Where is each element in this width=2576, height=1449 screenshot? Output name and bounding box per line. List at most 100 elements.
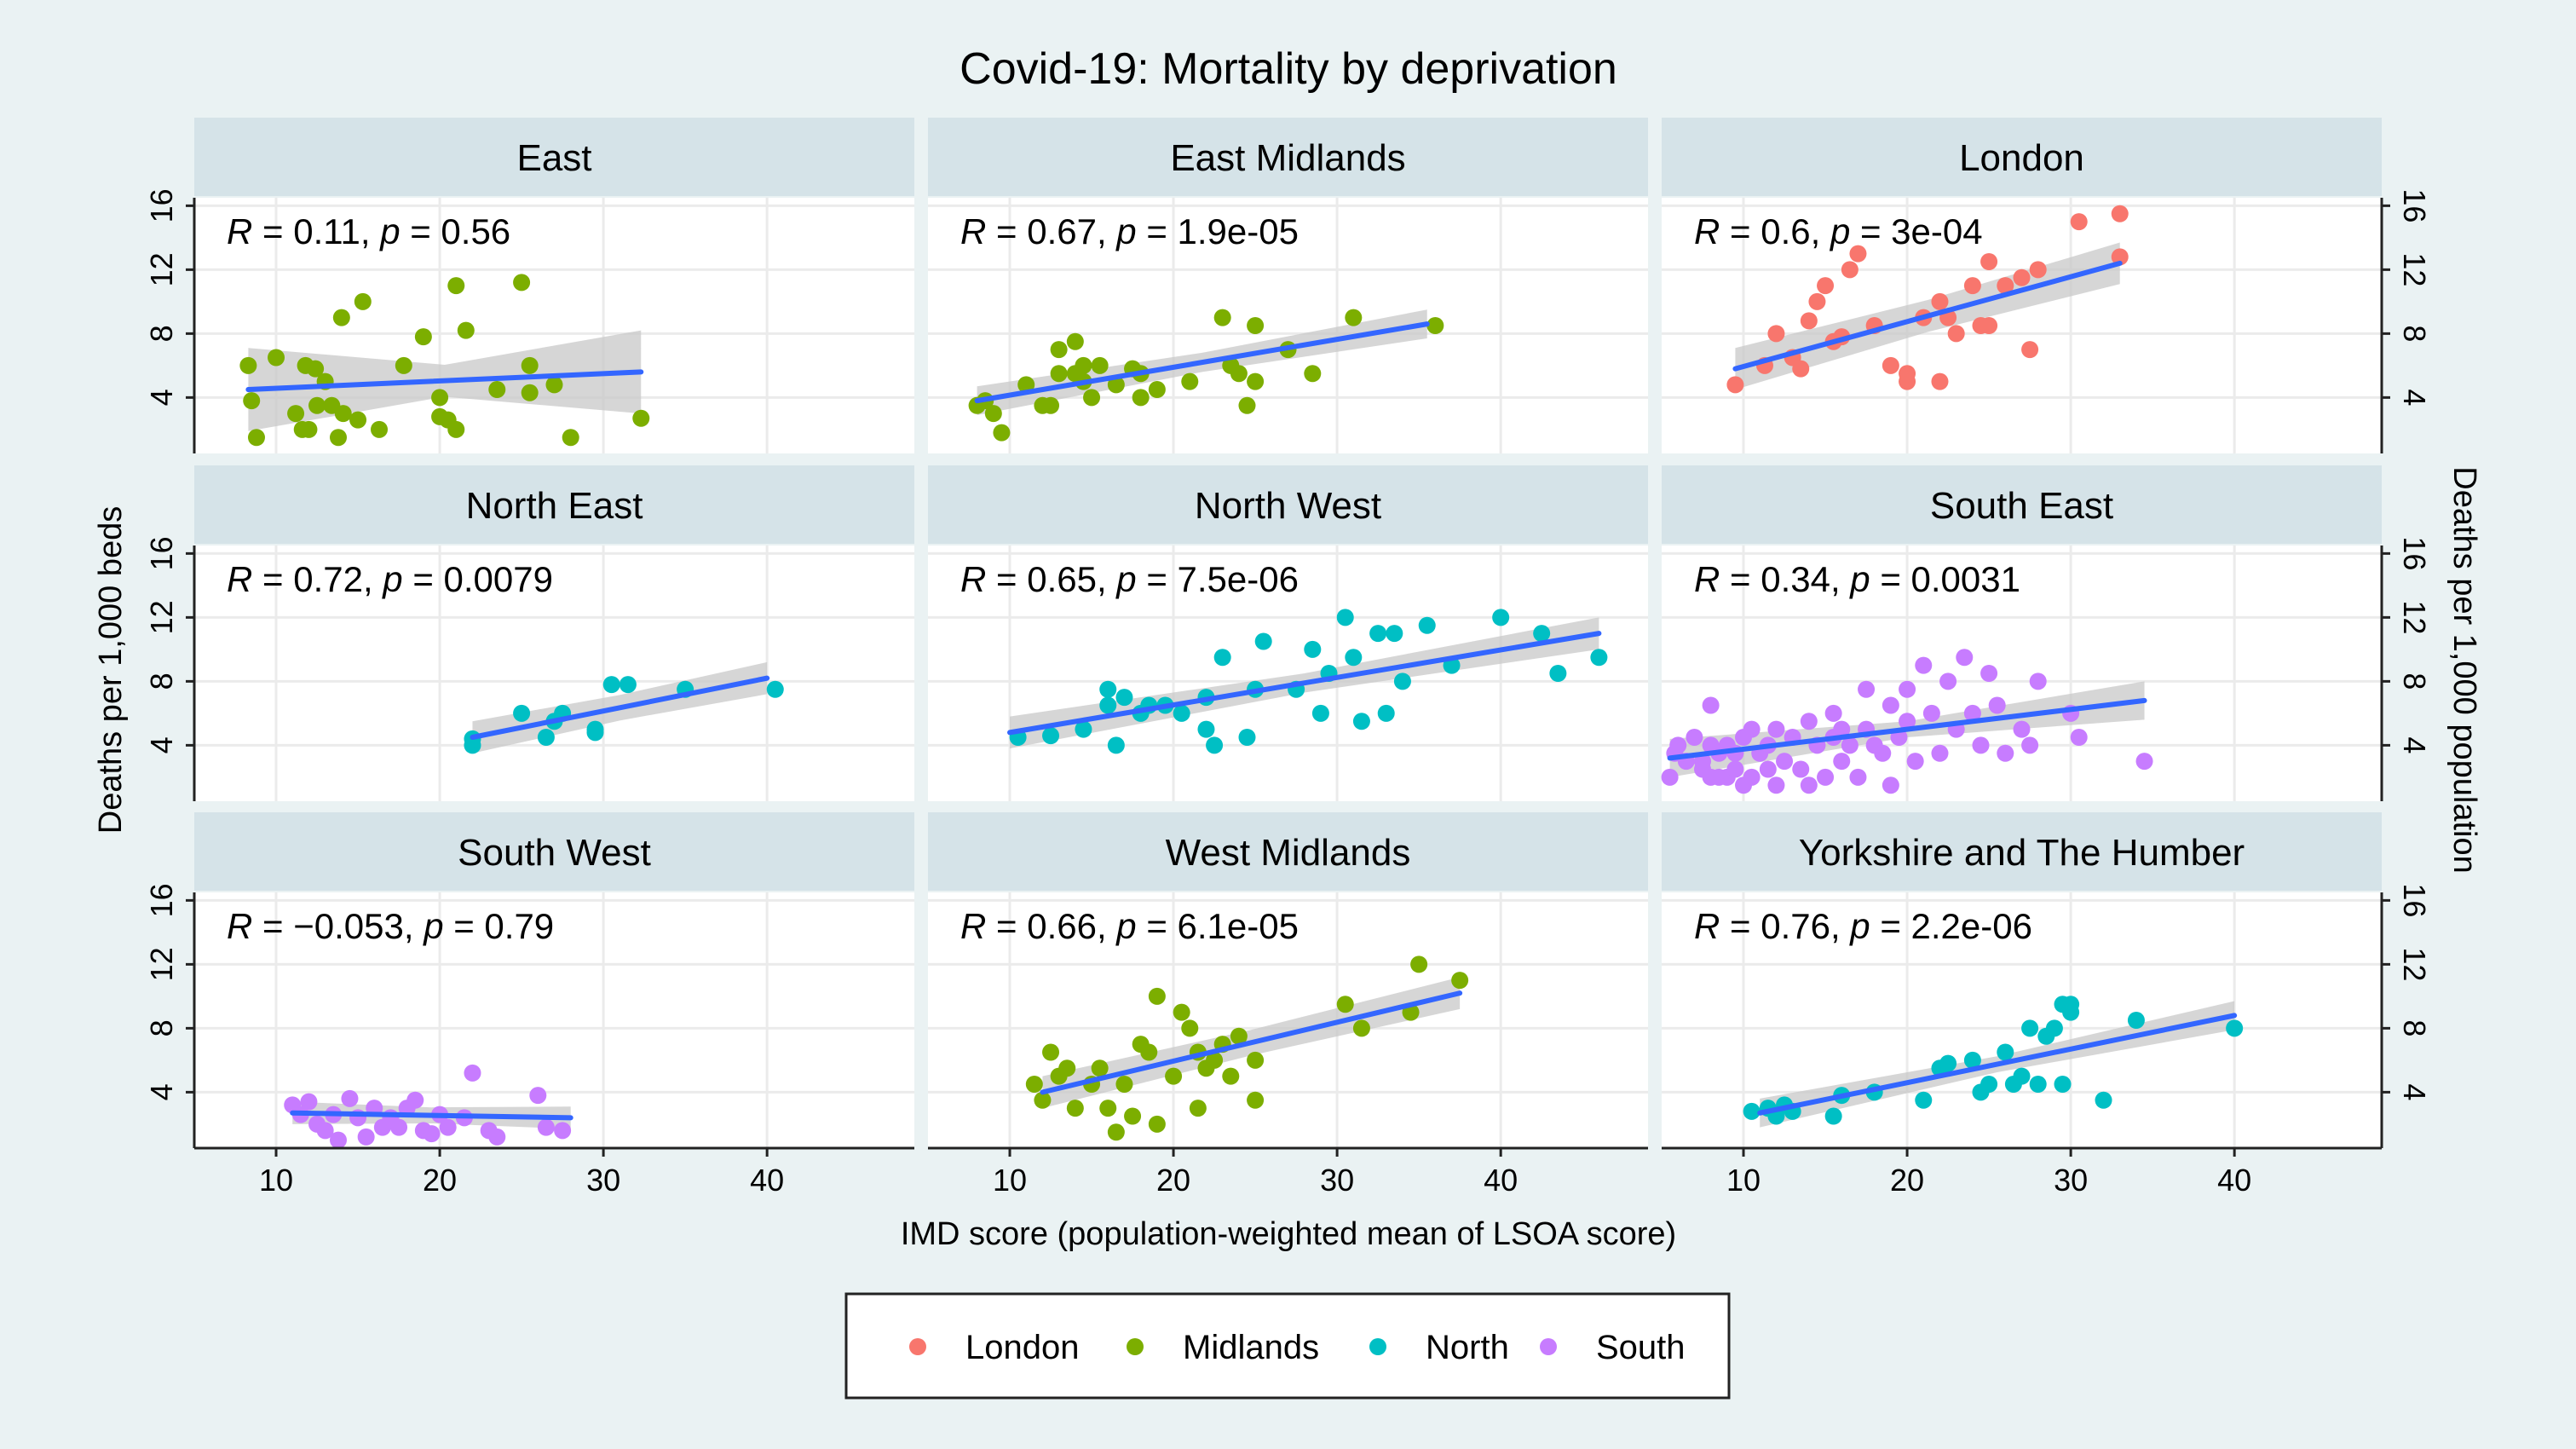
data-point [1099, 680, 1117, 698]
panel-strip-label: South East [1930, 485, 2113, 527]
y-tick-label-right: 8 [2397, 673, 2432, 690]
data-point [1099, 1100, 1117, 1117]
data-point [1107, 1123, 1125, 1141]
data-point [2013, 1067, 2031, 1085]
panel-strip-label: East Midlands [1170, 137, 1405, 179]
data-point [1017, 376, 1035, 394]
data-point [1849, 245, 1867, 263]
data-point [2062, 996, 2080, 1013]
data-point [1931, 292, 1949, 310]
data-point [1980, 1076, 1998, 1093]
data-point [1997, 1043, 2014, 1061]
trend-line [245, 369, 644, 392]
x-tick-label: 20 [1156, 1163, 1190, 1198]
data-point [1025, 1076, 1043, 1093]
data-point [1963, 277, 1981, 295]
panel-south-west: South West R = −0.053, p = 0.79 4 8 12 16 10 20… [144, 812, 914, 1198]
data-point [1222, 1067, 1240, 1085]
data-point [1042, 727, 1060, 745]
panel-strip [194, 465, 914, 544]
data-point [488, 381, 506, 398]
data-point [619, 676, 637, 694]
data-point [307, 360, 325, 378]
y-tick-label-right: 16 [2397, 536, 2432, 570]
data-point [349, 411, 367, 429]
data-point [1686, 729, 1703, 746]
data-point [545, 376, 563, 394]
data-point [1451, 972, 1469, 990]
data-point [1352, 1019, 1370, 1037]
y-tick-label-left: 4 [144, 389, 179, 406]
data-point [341, 1089, 359, 1107]
data-point [1304, 640, 1322, 658]
data-point [1824, 704, 1842, 722]
data-point [1972, 736, 1990, 754]
legend-item-north: North [1369, 1329, 1509, 1366]
panel-strip-label: South West [458, 832, 651, 874]
trend-line [1040, 990, 1463, 1095]
panel-strip [194, 118, 914, 196]
data-point [2111, 205, 2129, 222]
data-point [1181, 1019, 1199, 1037]
data-point [521, 356, 539, 374]
data-point [1833, 720, 1851, 738]
panel-strip-label: North West [1195, 485, 1381, 527]
data-point [1767, 776, 1785, 794]
data-point [2054, 1076, 2072, 1093]
data-point [1181, 372, 1199, 390]
data-point [1792, 760, 1810, 778]
x-tick-label: 40 [2217, 1163, 2251, 1198]
data-point [447, 277, 465, 295]
data-point [243, 392, 261, 410]
data-point [1050, 341, 1068, 359]
trend-line [290, 1110, 573, 1121]
data-point [1980, 665, 1998, 682]
data-point [1418, 616, 1436, 634]
data-point [1590, 649, 1608, 667]
data-point [1882, 776, 1899, 794]
panel-london: London R = 0.6, p = 3e-04 4 8 12 16 [1662, 118, 2432, 453]
data-point [1792, 360, 1810, 378]
data-point [1776, 753, 1794, 771]
panel-west-midlands: West Midlands R = 0.66, p = 6.1e-05 10 20 30… [928, 812, 1648, 1198]
data-point [464, 1064, 481, 1082]
y-tick-label-right: 16 [2397, 188, 2432, 222]
data-point [1931, 372, 1949, 390]
data-point [1858, 680, 1876, 698]
data-point [1882, 356, 1899, 374]
data-point [1238, 729, 1256, 746]
correlation-label: R = 0.65, p = 7.5e-06 [960, 559, 1299, 599]
x-tick-label: 10 [1726, 1163, 1761, 1198]
x-tick-label: 40 [750, 1163, 784, 1198]
data-point [1091, 1059, 1109, 1077]
data-point [1963, 704, 1981, 722]
y-tick-label-right: 8 [2397, 1019, 2432, 1036]
y-tick-label-left: 4 [144, 1083, 179, 1100]
data-point [406, 1091, 424, 1109]
panel-strip [1662, 465, 2382, 544]
data-point [1140, 1043, 1158, 1061]
data-point [1922, 704, 1940, 722]
panel-strip [928, 812, 1648, 891]
data-point [1980, 317, 1998, 334]
data-point [1099, 696, 1117, 714]
data-point [993, 424, 1011, 442]
data-point [1083, 389, 1101, 407]
y-tick-label-right: 12 [2397, 600, 2432, 634]
data-point [984, 405, 1002, 423]
data-point [488, 1128, 506, 1146]
correlation-label: R = 0.6, p = 3e-04 [1694, 211, 1983, 251]
y-tick-label-left: 12 [144, 252, 179, 286]
data-point [1549, 665, 1567, 682]
data-point [1066, 1100, 1084, 1117]
data-point [2029, 261, 2047, 279]
data-point [1247, 1091, 1265, 1109]
data-point [330, 1131, 347, 1149]
data-point [1743, 1102, 1761, 1120]
data-point [1050, 365, 1068, 383]
data-point [316, 1122, 334, 1140]
data-point [1352, 713, 1370, 730]
data-point [1841, 261, 1859, 279]
x-tick-label: 20 [423, 1163, 457, 1198]
